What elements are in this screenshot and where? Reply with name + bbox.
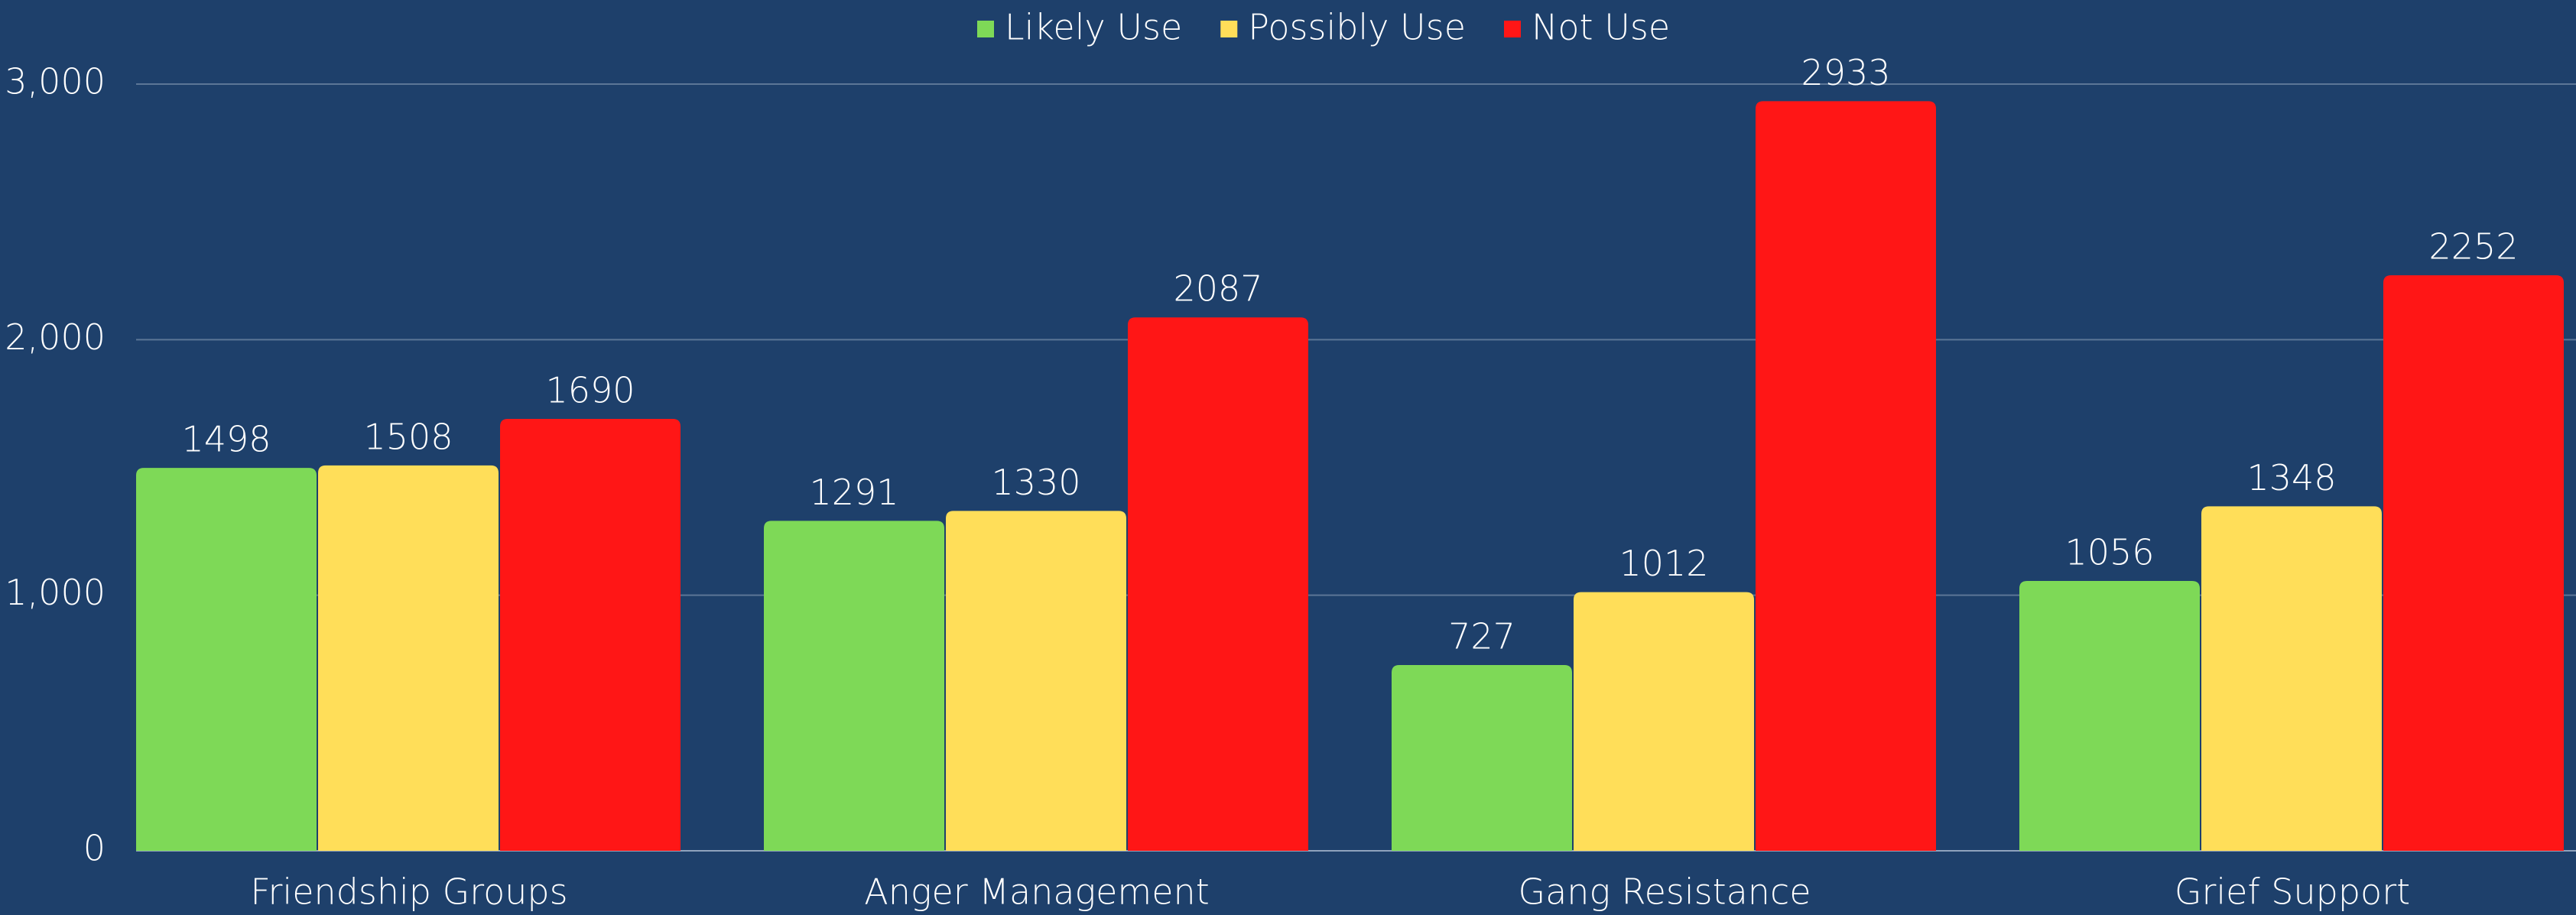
bar <box>136 468 317 851</box>
bar <box>1128 317 1308 851</box>
data-label: 2087 <box>1173 268 1262 310</box>
bar <box>764 521 944 851</box>
legend-label: Likely Use <box>1005 7 1182 48</box>
legend-swatch <box>1504 21 1521 37</box>
legend-label: Not Use <box>1532 7 1670 48</box>
data-label: 727 <box>1448 615 1515 657</box>
data-label: 1291 <box>809 472 898 513</box>
bar <box>2383 275 2564 852</box>
x-tick-label: Grief Support <box>2175 871 2410 913</box>
data-label: 1508 <box>363 416 453 457</box>
bar <box>2019 580 2200 851</box>
data-label: 1690 <box>545 369 635 410</box>
bar <box>1574 592 1754 851</box>
y-tick-label: 0 <box>83 828 106 869</box>
x-tick-label: Gang Resistance <box>1518 871 1811 913</box>
data-label: 1498 <box>181 419 271 460</box>
y-tick-label: 2,000 <box>5 316 106 358</box>
data-label: 1348 <box>2246 457 2336 498</box>
bar <box>500 418 681 851</box>
y-tick-label: 3,000 <box>5 61 106 102</box>
x-tick-label: Anger Management <box>864 871 1210 913</box>
bar <box>318 465 499 851</box>
bar <box>1392 664 1572 851</box>
x-tick-label: Friendship Groups <box>250 871 567 913</box>
legend-swatch <box>977 21 994 37</box>
data-label: 2252 <box>2428 226 2518 268</box>
bar <box>2201 506 2382 851</box>
y-tick-label: 1,000 <box>5 572 106 613</box>
bar <box>946 511 1126 851</box>
legend-label: Possibly Use <box>1248 7 1466 48</box>
data-label: 1012 <box>1619 543 1708 584</box>
data-label: 1330 <box>991 462 1080 503</box>
bar <box>1756 101 1936 851</box>
data-label: 1056 <box>2064 531 2154 573</box>
legend-swatch <box>1220 21 1238 37</box>
data-label: 2933 <box>1801 52 1890 93</box>
